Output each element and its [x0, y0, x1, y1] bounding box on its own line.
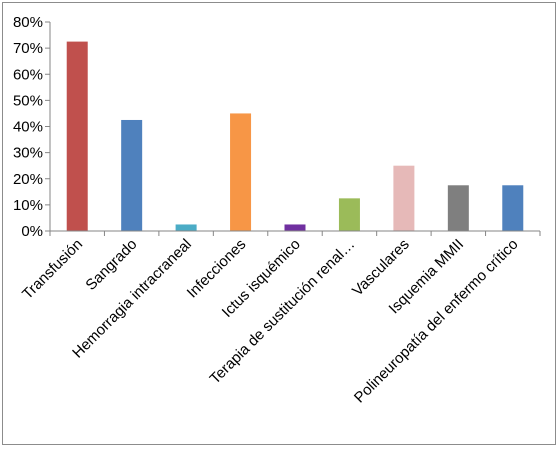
y-tick-label: 20% — [13, 171, 43, 188]
y-tick-label: 70% — [13, 40, 43, 57]
bar — [284, 224, 306, 231]
y-tick-label: 30% — [13, 145, 43, 162]
y-tick-label: 40% — [13, 119, 43, 136]
bars — [66, 41, 524, 231]
x-axis-ticks — [49, 231, 541, 236]
x-category-label: Sangrado — [82, 236, 140, 294]
bar — [338, 198, 360, 231]
y-tick-label: 10% — [13, 197, 43, 214]
y-tick-label: 0% — [21, 223, 43, 240]
bar — [230, 113, 252, 231]
y-tick-label: 60% — [13, 66, 43, 83]
bar — [175, 224, 197, 231]
y-axis-ticks: 0% 10% 20% 30% 40% 50% 60% 70% 80% — [13, 14, 50, 240]
bar — [502, 185, 524, 231]
bar — [121, 119, 143, 231]
bar — [393, 165, 415, 231]
x-category-label: Transfusión — [19, 236, 86, 303]
bar — [447, 185, 469, 231]
y-tick-label: 50% — [13, 92, 43, 109]
y-tick-label: 80% — [13, 14, 43, 31]
bar — [66, 41, 88, 231]
